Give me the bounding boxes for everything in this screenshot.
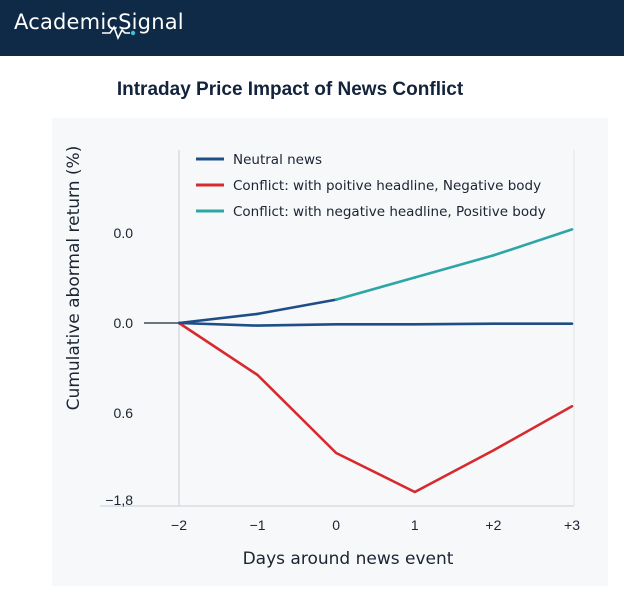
series-segment-2	[334, 276, 417, 301]
chart-panel	[52, 118, 608, 586]
x-axis-title: Days around news event	[243, 549, 454, 569]
series-segment-2	[177, 312, 259, 325]
y-axis-title: Cumulative abormal return (%)	[64, 146, 84, 411]
x-tick-label: +3	[564, 517, 580, 533]
y-tick-label: 0.0	[114, 315, 134, 331]
x-tick-label: 1	[411, 517, 419, 533]
x-tick-label: −1	[250, 517, 266, 533]
y-tick-label: 0.6	[114, 405, 134, 421]
y-tick-label: −1,8	[105, 492, 133, 508]
header-bar: AcademicSignal	[0, 0, 624, 56]
brand-logo[interactable]: AcademicSignal	[14, 10, 184, 34]
signal-wave-icon	[102, 25, 136, 40]
series-line-1	[177, 321, 574, 494]
x-tick-label: +2	[485, 517, 501, 533]
legend-label-negative-headline: Conflict: with negative headline, Positi…	[233, 204, 546, 220]
chart-title: Intraday Price Impact of News Conflict	[116, 79, 464, 100]
legend-label-neutral: Neutral news	[233, 152, 322, 168]
series-segment-2	[256, 298, 338, 316]
series-line-0	[177, 321, 574, 327]
y-tick-label: 0.0	[114, 225, 134, 241]
legend: Neutral news Conflict: with poitive head…	[196, 152, 546, 220]
legend-label-positive-headline: Conflict: with poitive headline, Negativ…	[233, 178, 541, 194]
x-tick-label: −2	[171, 517, 187, 533]
series-segment-2	[413, 254, 495, 279]
x-tick-label: 0	[332, 517, 340, 533]
series-segment-2	[492, 228, 574, 257]
